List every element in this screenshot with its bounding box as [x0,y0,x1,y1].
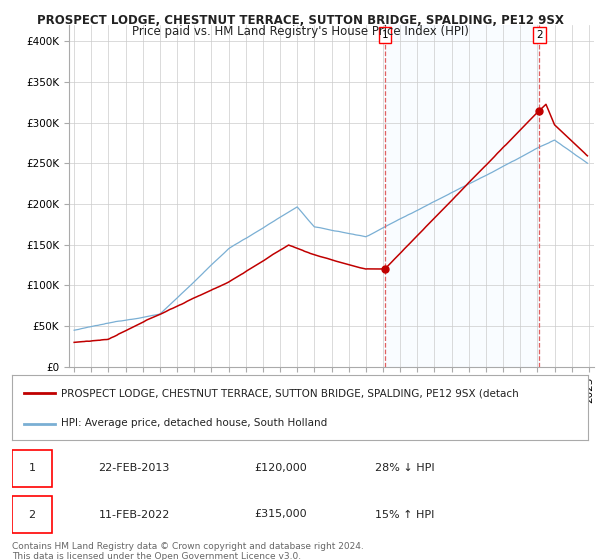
Text: 22-FEB-2013: 22-FEB-2013 [98,463,170,473]
Text: Contains HM Land Registry data © Crown copyright and database right 2024.
This d: Contains HM Land Registry data © Crown c… [12,542,364,560]
Text: 15% ↑ HPI: 15% ↑ HPI [375,510,434,520]
Text: 1: 1 [29,463,35,473]
Text: £120,000: £120,000 [254,463,307,473]
FancyBboxPatch shape [12,496,52,533]
FancyBboxPatch shape [12,450,52,487]
Text: £315,000: £315,000 [254,510,307,520]
Bar [385,25,539,367]
Text: HPI: Average price, detached house, South Holland: HPI: Average price, detached house, Sout… [61,418,327,428]
Text: PROSPECT LODGE, CHESTNUT TERRACE, SUTTON BRIDGE, SPALDING, PE12 9SX (detach: PROSPECT LODGE, CHESTNUT TERRACE, SUTTON… [61,388,519,398]
Text: 1: 1 [382,30,388,40]
Text: Price paid vs. HM Land Registry's House Price Index (HPI): Price paid vs. HM Land Registry's House … [131,25,469,38]
Text: 2: 2 [29,510,36,520]
Text: 11-FEB-2022: 11-FEB-2022 [98,510,170,520]
Text: PROSPECT LODGE, CHESTNUT TERRACE, SUTTON BRIDGE, SPALDING, PE12 9SX: PROSPECT LODGE, CHESTNUT TERRACE, SUTTON… [37,14,563,27]
Text: 28% ↓ HPI: 28% ↓ HPI [375,463,434,473]
Text: 2: 2 [536,30,543,40]
